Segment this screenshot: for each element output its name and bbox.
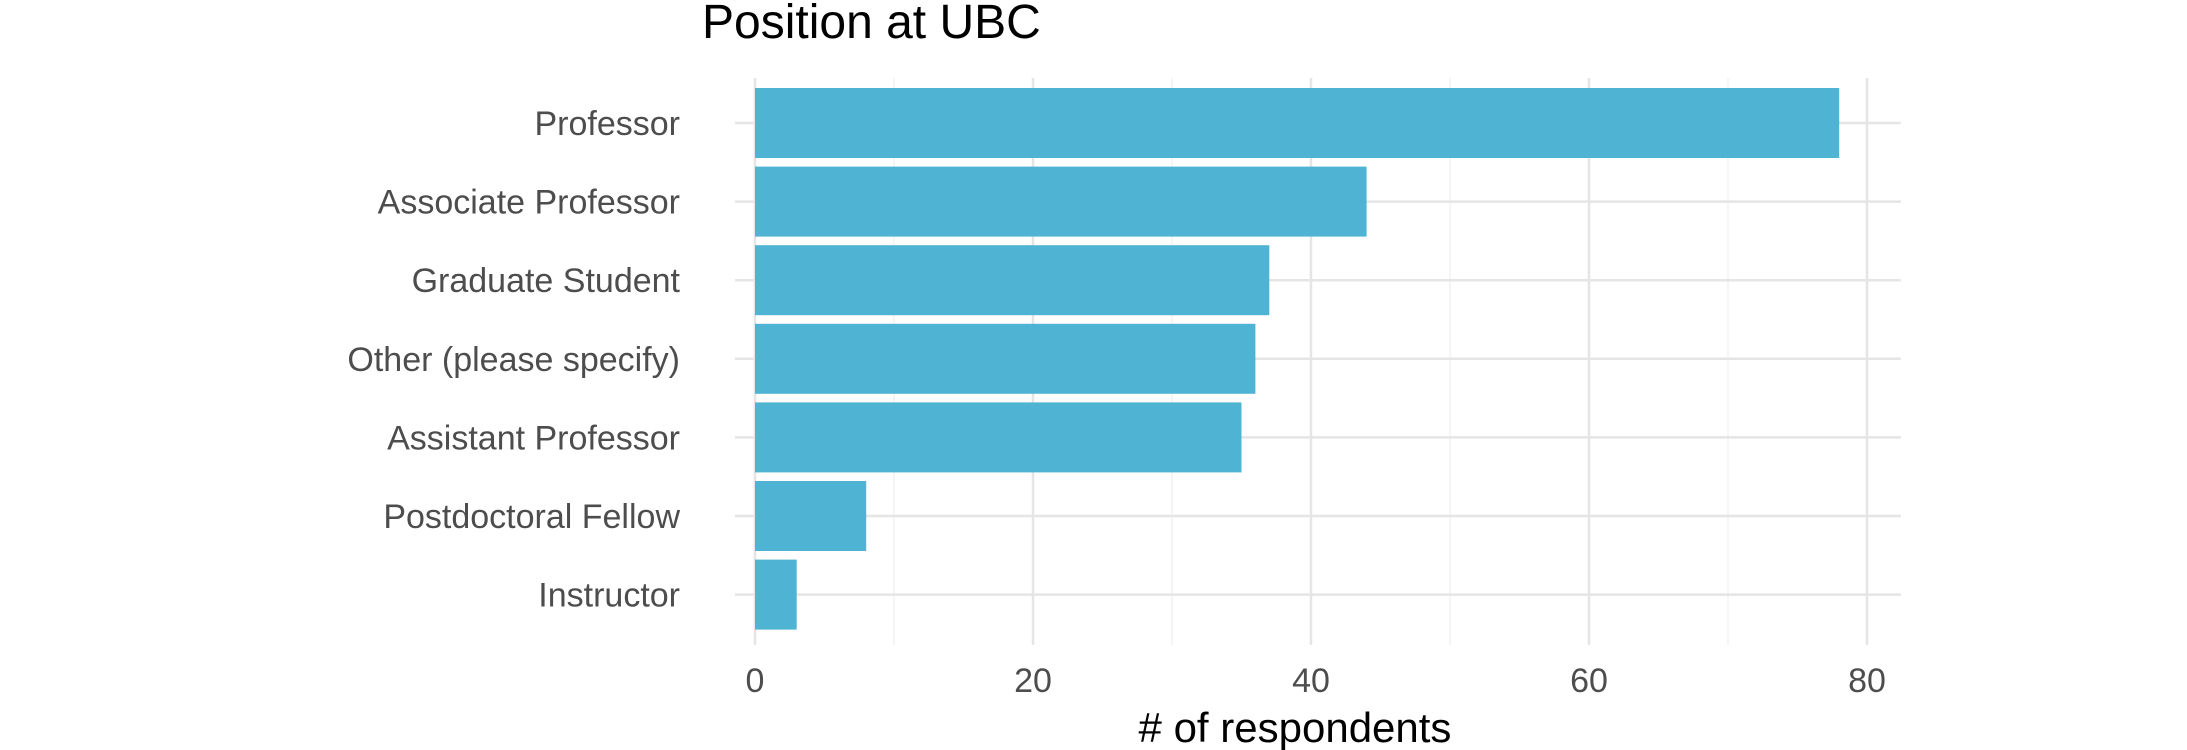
x-tick-label: 80 (1848, 662, 1886, 700)
bar (755, 166, 1367, 237)
x-tick-label: 60 (1570, 662, 1608, 700)
category-label: Postdoctoral Fellow (383, 498, 680, 536)
category-label: Other (please specify) (347, 341, 680, 379)
bar (755, 323, 1256, 394)
bar (755, 245, 1270, 316)
bar (755, 402, 1242, 473)
category-label: Assistant Professor (387, 419, 680, 457)
category-label: Professor (535, 105, 681, 143)
chart-title: Position at UBC (702, 0, 1041, 49)
category-labels: Professor Associate Professor Graduate Stu… (347, 105, 680, 615)
x-tick-label: 40 (1292, 662, 1330, 700)
x-axis-title: # of respondents (1139, 704, 1452, 750)
category-label: Graduate Student (412, 262, 681, 300)
x-tick-label: 0 (746, 662, 765, 700)
x-tick-labels: 0 20 40 60 80 (746, 662, 1886, 700)
bars (755, 88, 1840, 630)
category-label: Instructor (538, 577, 680, 615)
category-label: Associate Professor (378, 184, 680, 222)
bar (755, 481, 867, 551)
bar (755, 88, 1840, 158)
x-tick-label: 20 (1014, 662, 1052, 700)
bar (755, 559, 797, 630)
